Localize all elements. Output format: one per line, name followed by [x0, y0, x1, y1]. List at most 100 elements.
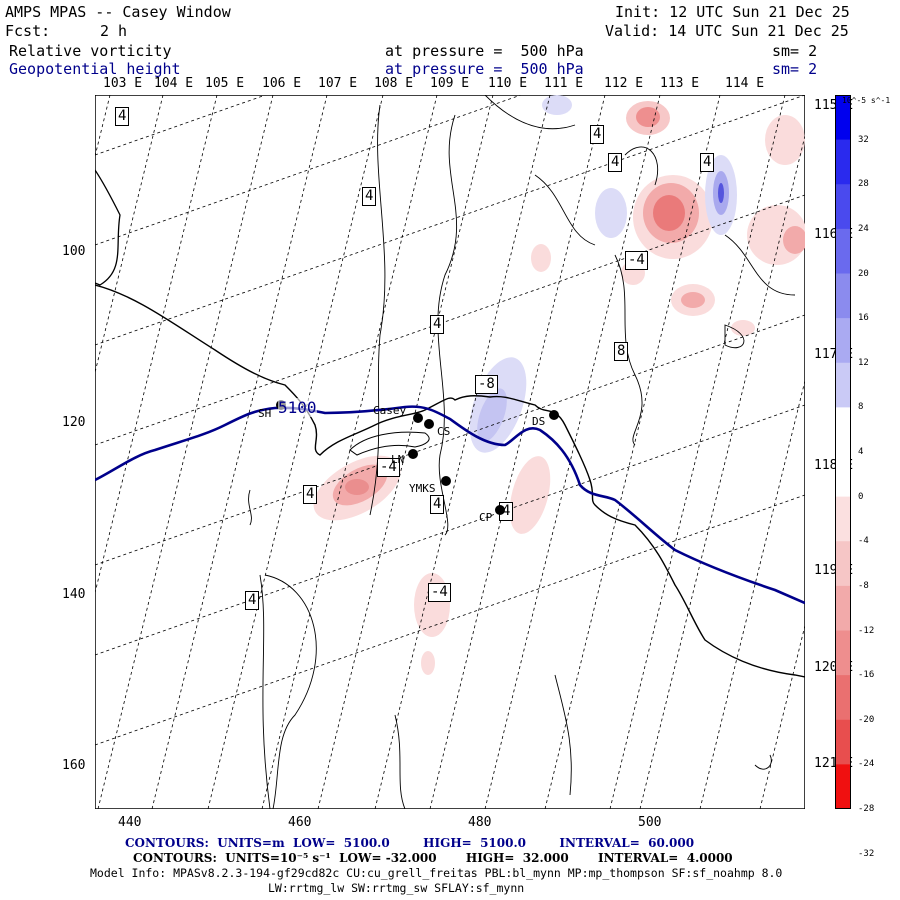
top-lon-label: 108 E [374, 76, 414, 91]
colorbar-swatch [835, 184, 851, 230]
colorbar-tick-label: 8 [858, 402, 864, 413]
contour-label: 4 [430, 315, 445, 334]
y-tick-label: 160 [62, 758, 86, 773]
colorbar-swatch [835, 719, 851, 765]
top-lon-label: 113 E [660, 76, 700, 91]
colorbar-tick-label: 28 [858, 179, 869, 190]
contour-label: -4 [428, 583, 451, 602]
colorbar [835, 95, 851, 809]
top-lon-label: 107 E [318, 76, 358, 91]
station-label: CP [479, 511, 493, 524]
colorbar-swatch [835, 95, 851, 141]
colorbar-swatch [835, 407, 851, 453]
field1-name: Relative vorticity [9, 42, 172, 60]
map-plot [95, 95, 805, 809]
valid-time: Valid: 14 UTC Sun 21 Dec 25 [605, 22, 849, 40]
colorbar-tick-label: 12 [858, 357, 869, 368]
colorbar-swatch [835, 764, 851, 809]
field2-level: at pressure = 500 hPa [385, 60, 584, 78]
footer-physics: LW:rrtmg_lw SW:rrtmg_sw SFLAY:sf_mynn [268, 881, 525, 895]
x-tick-label: 480 [468, 815, 492, 830]
colorbar-swatch [835, 139, 851, 185]
top-lon-label: 111 E [544, 76, 584, 91]
field2-smoothing: sm= 2 [772, 60, 818, 78]
colorbar-tick-label: -28 [858, 804, 875, 814]
colorbar-swatch [835, 541, 851, 587]
colorbar-tick-label: -32 [858, 848, 875, 859]
field2-name: Geopotential height [9, 60, 181, 78]
x-tick-label: 460 [288, 815, 312, 830]
colorbar-tick-label: 4 [858, 447, 864, 457]
colorbar-unit: 10^-5 s^-1 [842, 96, 891, 105]
coastline-west [95, 169, 121, 286]
colorbar-swatch [835, 318, 851, 364]
station-marker [495, 505, 505, 515]
station-label: CS [437, 425, 451, 438]
colorbar-swatch [835, 585, 851, 631]
colorbar-tick-label: -8 [858, 580, 869, 591]
field1-level: at pressure = 500 hPa [385, 42, 584, 60]
graticule [95, 95, 805, 809]
colorbar-tick-label: -4 [858, 536, 869, 547]
station-marker [549, 410, 559, 420]
top-lon-label: 110 E [488, 76, 528, 91]
map-overlay: 4 4 4 4 -4 4 8 -8 -4 4 4 4 -4 4 4 SH Casey CS LN YMKS CP DS 51… [95, 95, 805, 809]
colorbar-tick-label: -16 [858, 670, 875, 681]
contour-label: 4 [115, 107, 130, 126]
height-contour-label: 5100 [278, 398, 317, 417]
top-lon-label: 105 E [205, 76, 245, 91]
contour-label: 4 [608, 153, 623, 172]
coastline [95, 284, 805, 678]
top-lon-label: 106 E [262, 76, 302, 91]
contour-label: 8 [614, 342, 629, 361]
colorbar-swatch [835, 273, 851, 319]
station-label: LN [391, 453, 405, 466]
contour-label: 4 [430, 495, 445, 514]
top-lon-label: 114 E [725, 76, 765, 91]
height-contour-5100 [95, 405, 805, 605]
colorbar-tick-label: -20 [858, 714, 875, 725]
colorbar-tick-label: 32 [858, 134, 869, 145]
colorbar-tick-label: 20 [858, 268, 869, 279]
station-label: Casey [373, 404, 407, 417]
colorbar-swatch [835, 675, 851, 721]
footer-vorticity-contours: CONTOURS: UNITS=10⁻⁵ s⁻¹ LOW= -32.000 HI… [133, 851, 733, 865]
station-label: DS [532, 415, 546, 428]
map-title: AMPS MPAS -- Casey Window [5, 3, 231, 21]
station-label: SH [258, 407, 272, 420]
y-tick-label: 100 [62, 244, 86, 259]
forecast-value: 2 h [100, 22, 128, 40]
vorticity-contours [248, 95, 796, 809]
contour-label: -8 [475, 375, 498, 394]
station-marker [441, 476, 451, 486]
x-tick-label: 440 [118, 815, 142, 830]
colorbar-swatch [835, 630, 851, 676]
colorbar-swatch [835, 362, 851, 408]
top-lon-label: 109 E [430, 76, 470, 91]
station-marker [413, 413, 423, 423]
colorbar-swatch [835, 496, 851, 542]
y-tick-label: 120 [62, 415, 86, 430]
colorbar-swatch [835, 228, 851, 274]
contour-label: 4 [700, 153, 715, 172]
contour-label: 4 [362, 187, 377, 206]
y-tick-label: 140 [62, 587, 86, 602]
contour-label: 4 [245, 591, 260, 610]
colorbar-tick-label: -12 [858, 625, 875, 636]
contour-label: 4 [303, 485, 318, 504]
top-lon-label: 104 E [154, 76, 194, 91]
colorbar-tick-label: 16 [858, 313, 869, 324]
x-tick-label: 500 [638, 815, 662, 830]
colorbar-tick-label: -24 [858, 759, 875, 770]
station-label: YMKS [409, 482, 436, 495]
station-marker [408, 449, 418, 459]
footer-model-info: Model Info: MPASv8.2.3-194-gf29cd82c CU:… [90, 866, 783, 880]
top-lon-label: 112 E [604, 76, 644, 91]
colorbar-tick-label: 0 [858, 491, 864, 502]
contour-label: -4 [625, 251, 648, 270]
station-marker [424, 419, 434, 429]
colorbar-tick-label: 24 [858, 223, 869, 234]
forecast-label: Fcst: [5, 22, 51, 40]
init-time: Init: 12 UTC Sun 21 Dec 25 [615, 3, 850, 21]
contour-label: -4 [377, 458, 400, 477]
